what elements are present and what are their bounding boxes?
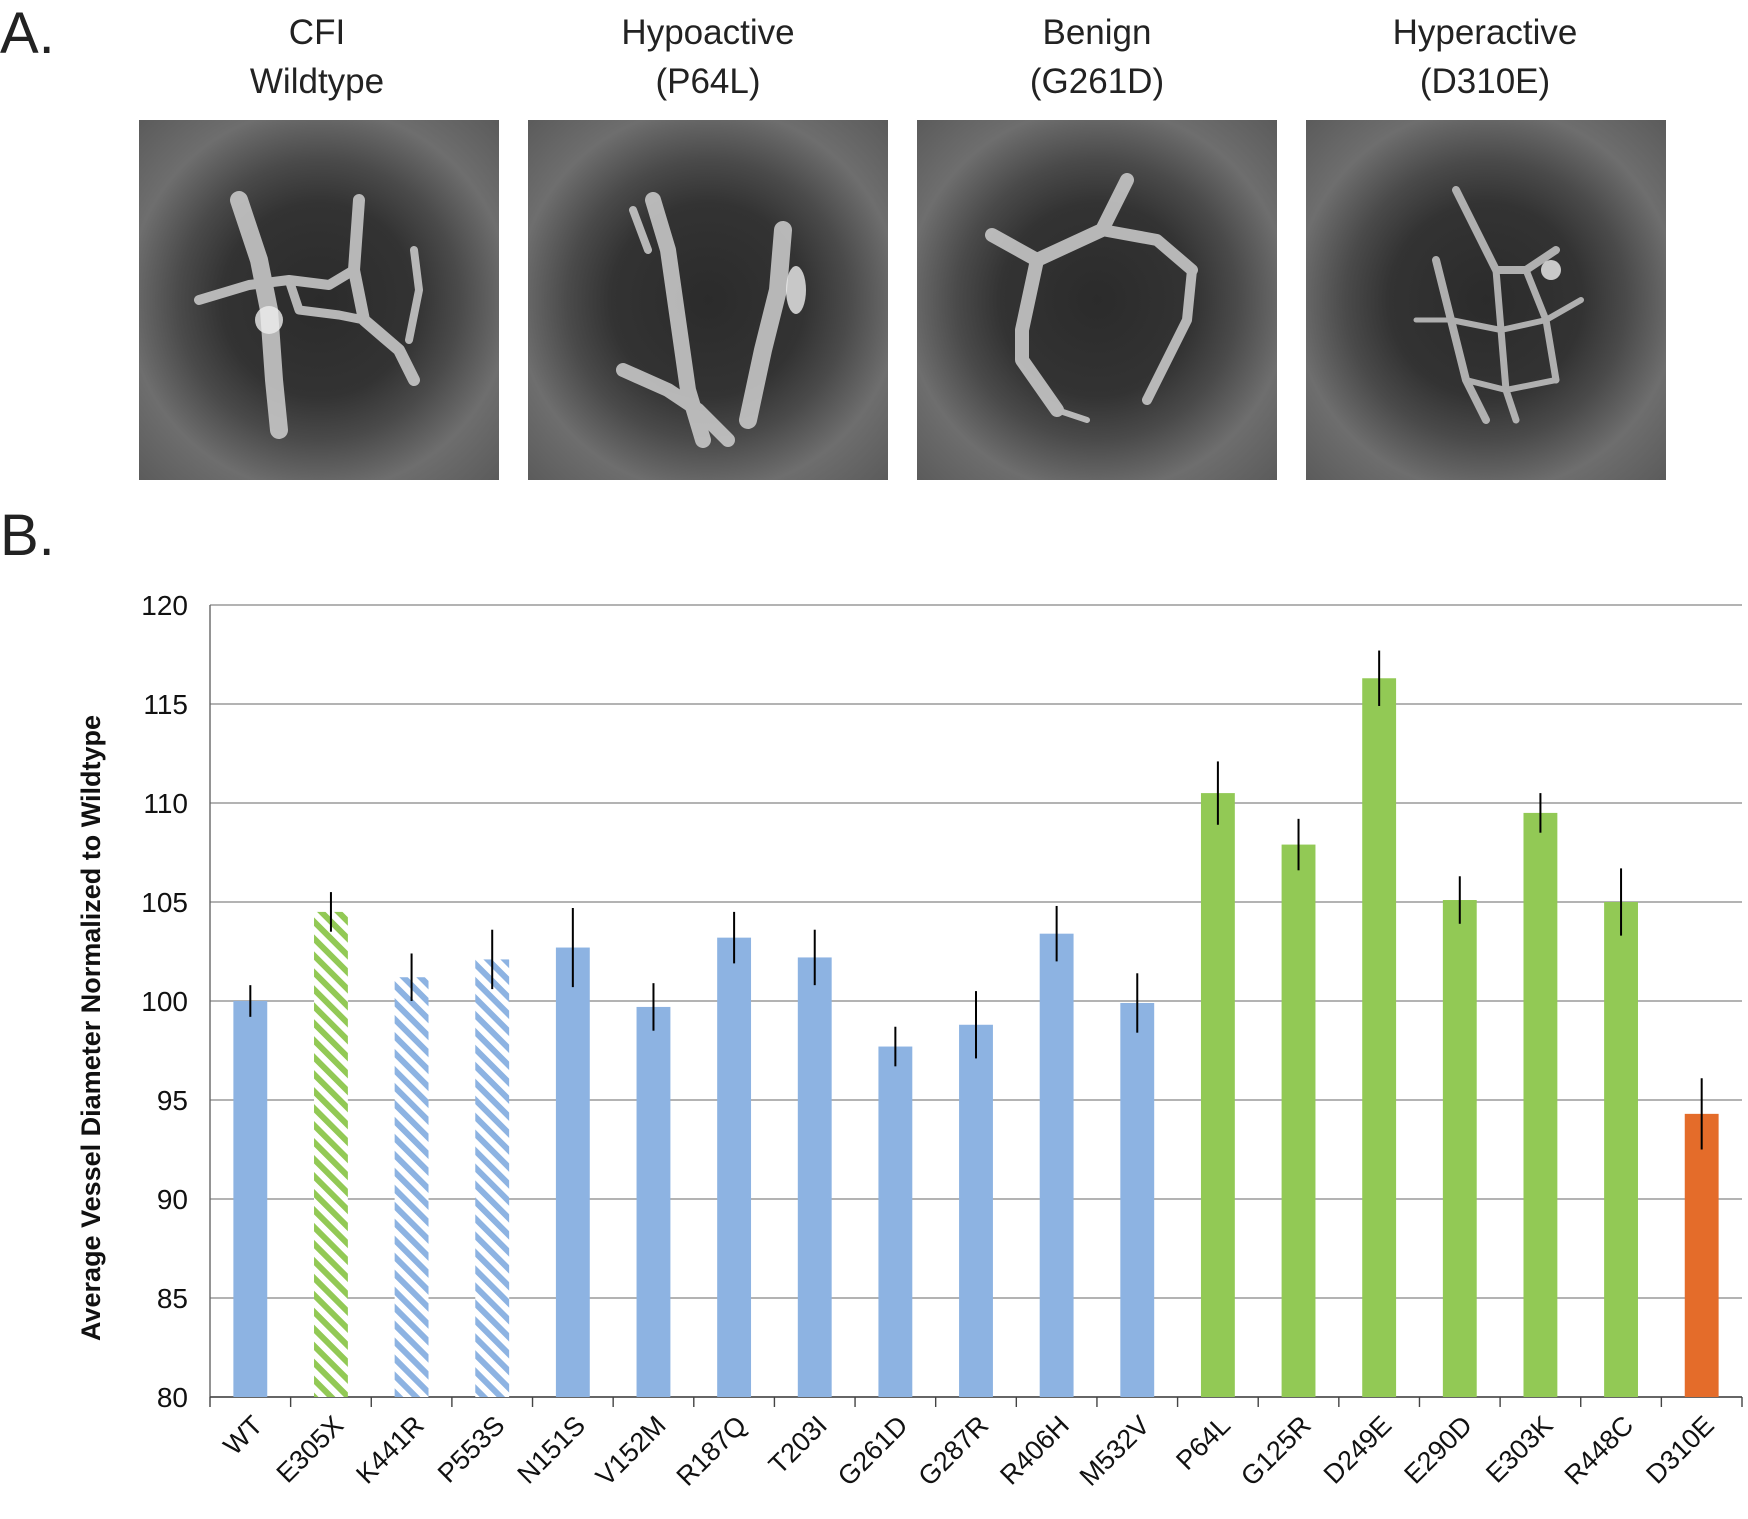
x-tick-label-t203i: T203I — [763, 1410, 833, 1480]
bar-p553s — [475, 959, 510, 1397]
x-tick-label-d310e: D310E — [1640, 1410, 1720, 1490]
bar-r406h — [1039, 933, 1074, 1397]
image-title-benign: Benign (G261D) — [932, 8, 1262, 106]
x-tick-label-r448c: R448C — [1559, 1410, 1640, 1491]
y-tick-label: 115 — [143, 689, 188, 720]
x-tick-label-g125r: G125R — [1235, 1410, 1317, 1492]
x-tick-label-e303k: E303K — [1480, 1410, 1559, 1489]
y-tick-label: 85 — [157, 1283, 188, 1314]
x-tick-label-r187q: R187Q — [671, 1410, 753, 1492]
bar-chart: Average Vessel Diameter Normalized to Wi… — [76, 590, 1743, 1492]
error-bars — [249, 650, 1703, 1150]
image-title-line1: CFI — [288, 13, 346, 52]
bar-t203i — [797, 957, 832, 1397]
image-title-wildtype: CFI Wildtype — [152, 8, 482, 106]
image-title-line1: Hyperactive — [1392, 13, 1578, 52]
image-title-line2: (G261D) — [1029, 62, 1165, 101]
y-tick-label: 105 — [141, 887, 188, 918]
bar-n151s — [555, 947, 590, 1397]
bar-k441r — [394, 977, 429, 1397]
x-tick-label-g261d: G261D — [832, 1410, 914, 1492]
x-tick-label-r406h: R406H — [994, 1410, 1075, 1491]
x-tick-label-e305x: E305X — [271, 1410, 350, 1489]
image-title-hypoactive: Hypoactive (P64L) — [543, 8, 873, 106]
y-tick-label: 90 — [157, 1184, 188, 1215]
bar-v152m — [636, 1006, 671, 1397]
bar-r187q — [717, 937, 752, 1397]
image-title-line2: (P64L) — [655, 62, 761, 101]
panel-a-label: A. — [0, 1, 55, 66]
bar-g261d — [878, 1046, 913, 1397]
bar-d310e — [1684, 1113, 1719, 1397]
image-title-hyperactive: Hyperactive (D310E) — [1320, 8, 1650, 106]
micrograph-wildtype — [139, 120, 499, 480]
image-title-line2: Wildtype — [249, 62, 385, 101]
y-axis-label: Average Vessel Diameter Normalized to Wi… — [76, 715, 106, 1341]
panel-b-label: B. — [0, 503, 55, 568]
bar-g287r — [959, 1024, 993, 1397]
bar-d249e — [1362, 678, 1397, 1397]
y-tick-label: 95 — [157, 1085, 188, 1116]
image-title-line2: (D310E) — [1419, 62, 1551, 101]
x-tick-label-g287r: G287R — [913, 1410, 995, 1492]
bar-e303k — [1523, 812, 1558, 1397]
y-tick-label: 80 — [157, 1382, 188, 1413]
bar-e290d — [1442, 900, 1477, 1397]
bar-p64l — [1200, 793, 1235, 1397]
image-title-line1: Hypoactive — [621, 13, 795, 52]
micrograph-benign — [917, 120, 1277, 480]
bar-wt — [233, 1001, 268, 1397]
x-tick-label-n151s: N151S — [511, 1410, 591, 1490]
micrograph-hypoactive — [528, 120, 888, 480]
bar-g125r — [1281, 844, 1316, 1397]
y-tick-label: 100 — [141, 986, 188, 1017]
x-tick-label-k441r: K441R — [350, 1410, 430, 1490]
bar-e305x — [314, 911, 348, 1397]
y-tick-labels: 80 85 90 95 100 105 110 115 120 — [141, 590, 188, 1413]
y-tick-label: 110 — [143, 788, 188, 819]
micrograph-hyperactive — [1306, 120, 1666, 480]
x-tick-label-v152m: V152M — [590, 1410, 672, 1492]
x-tick-label-d249e: D249E — [1318, 1410, 1398, 1490]
image-title-line1: Benign — [1042, 13, 1152, 52]
x-tick-label-p64l: P64L — [1170, 1410, 1236, 1476]
y-tick-label: 120 — [141, 590, 188, 621]
bar-r448c — [1604, 902, 1638, 1397]
x-tick-label-e290d: E290D — [1398, 1410, 1478, 1490]
x-tick-label-m532v: M532V — [1074, 1410, 1156, 1492]
x-tick-label-wt: WT — [218, 1410, 269, 1461]
x-tick-label-p553s: P553S — [432, 1410, 511, 1489]
bars — [233, 678, 1719, 1397]
bar-m532v — [1120, 1002, 1155, 1397]
